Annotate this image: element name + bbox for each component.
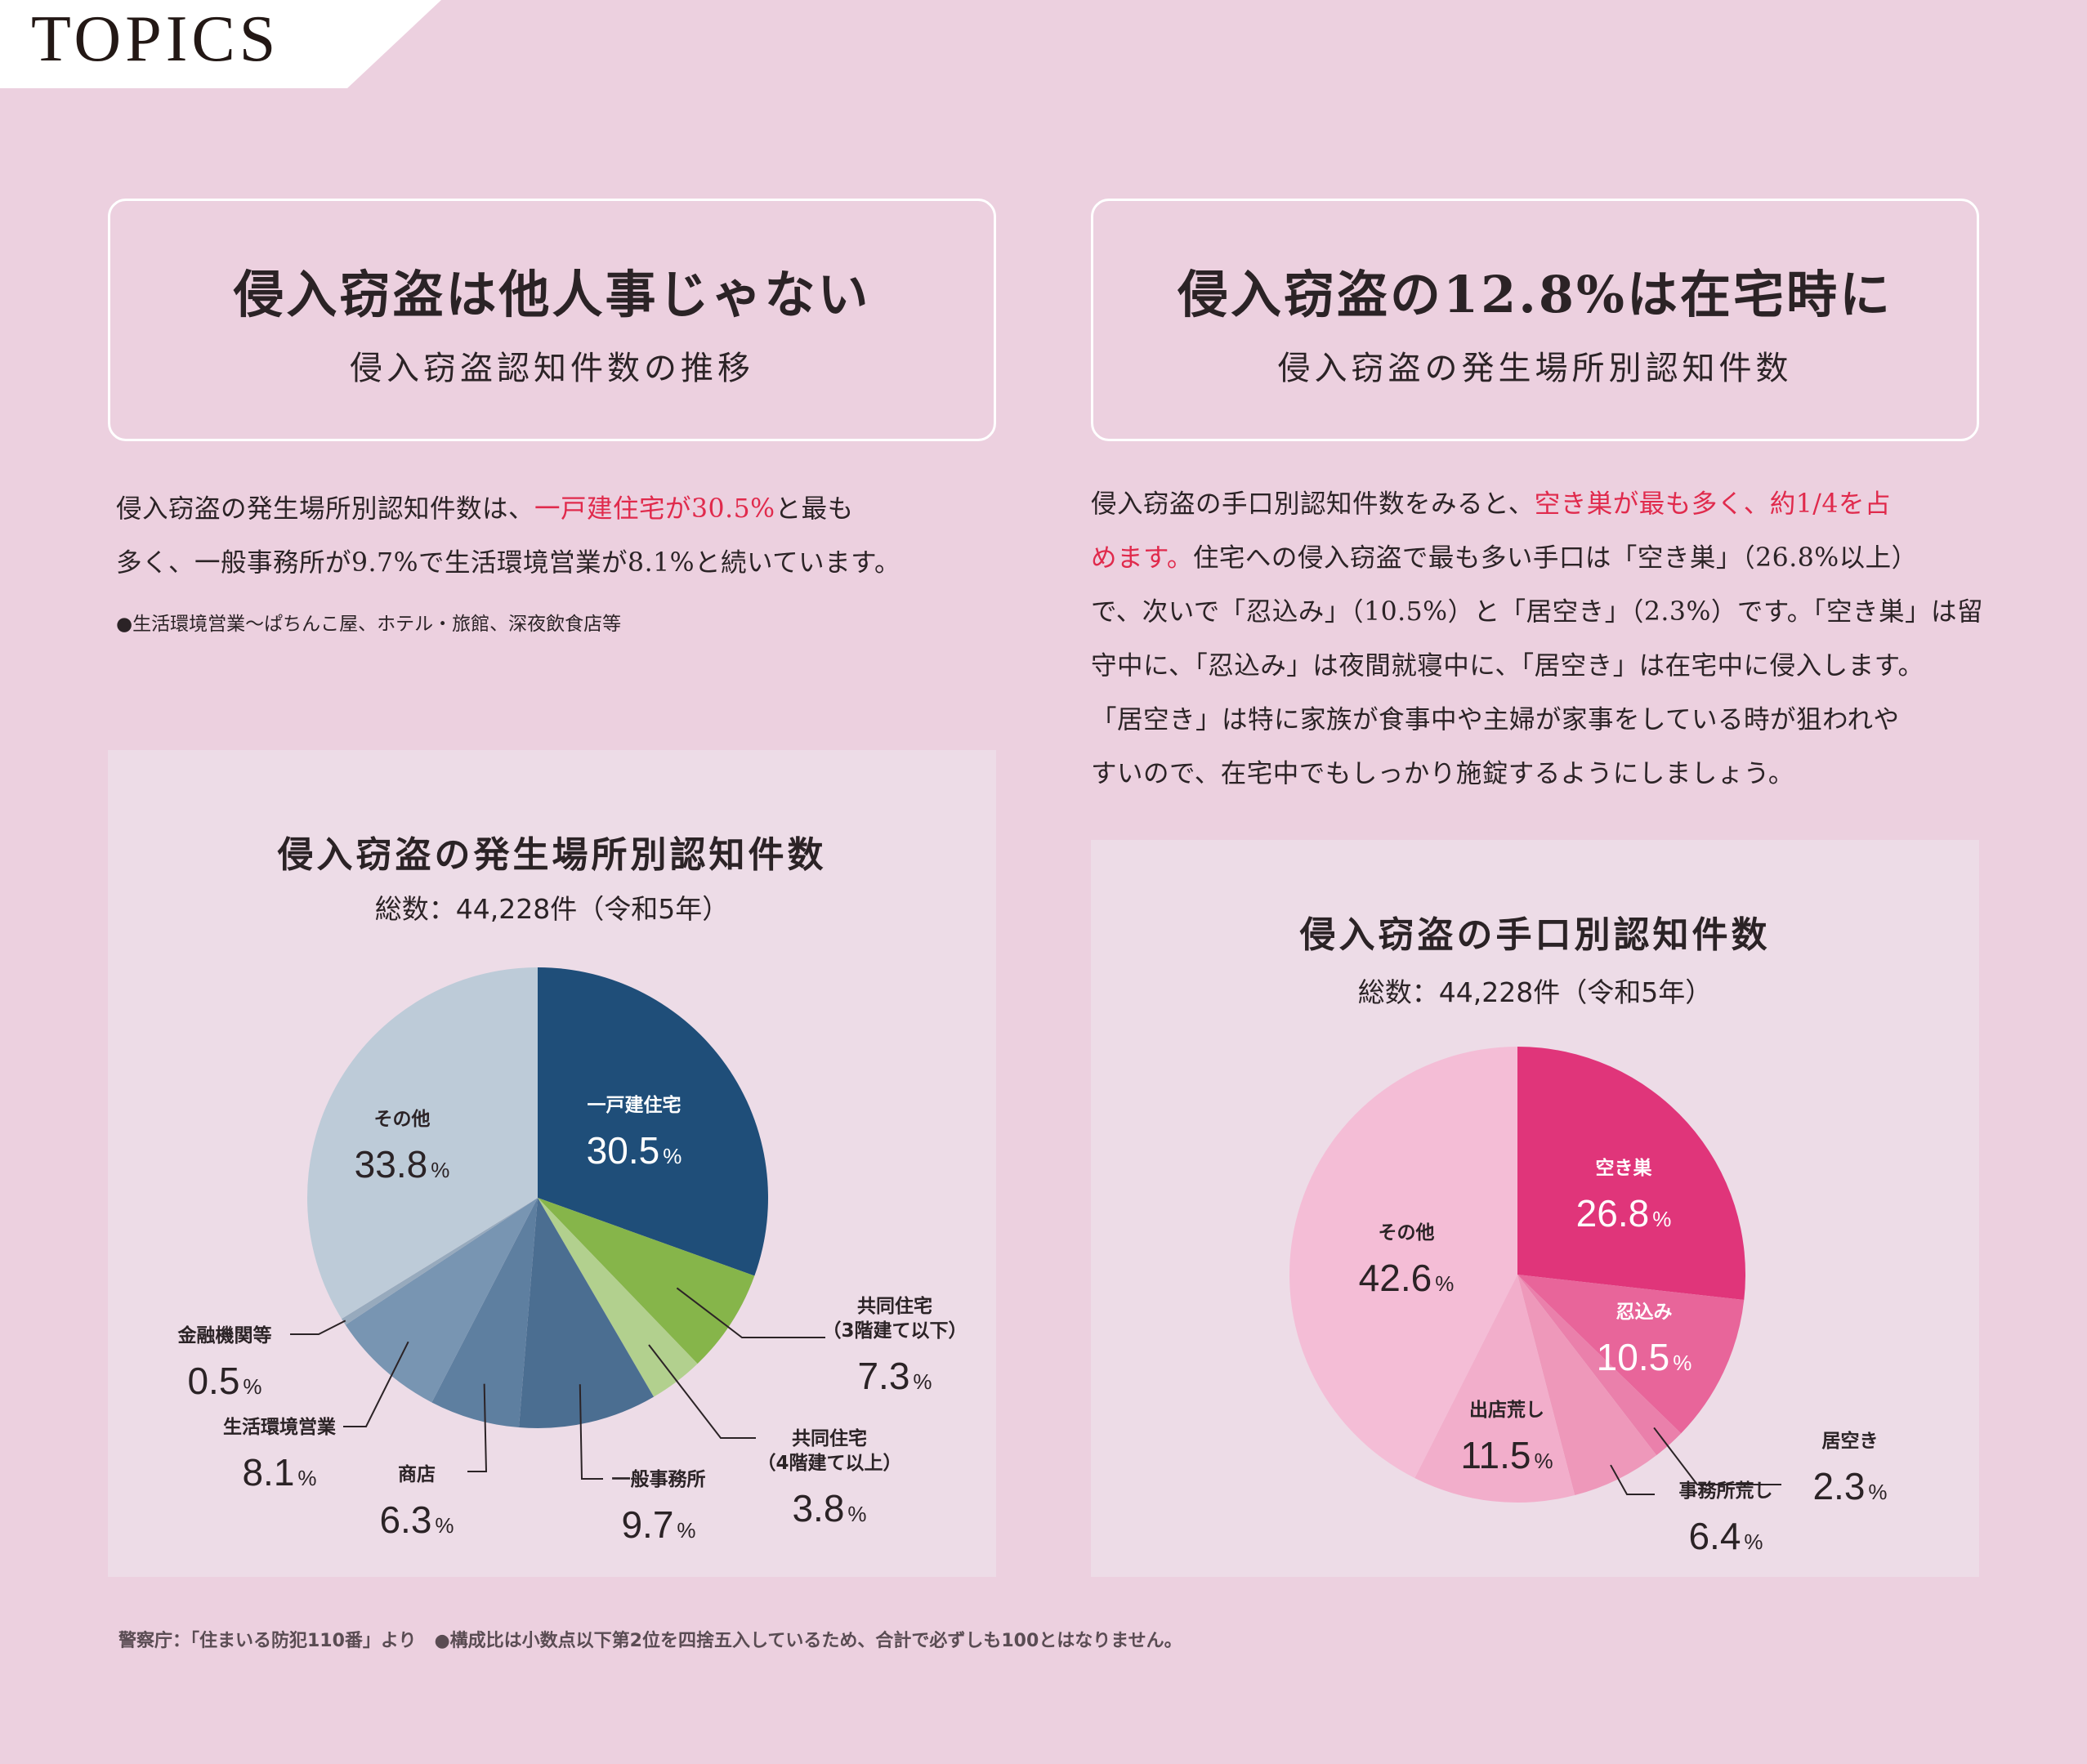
chart2-label-name-4-0: 出店荒し: [1469, 1400, 1544, 1421]
chart2-value-1: 10.5%: [1597, 1336, 1692, 1378]
chart1-slice-0: [538, 967, 768, 1276]
chart1-label-name-3-0: 一般事務所: [612, 1468, 706, 1490]
left-note: ●生活環境営業〜ぱちんこ屋、ホテル・旅館、深夜飲食店等: [116, 614, 622, 635]
chart1-label-2: 共同住宅 （4階建て以上） 3.8%: [757, 1427, 901, 1530]
chart2-label-name-3-0: 事務所荒し: [1679, 1480, 1773, 1502]
chart1-label-name-1-1: （3階建て以下）: [822, 1320, 967, 1342]
chart1-label-0: 一戸建住宅 30.5%: [587, 1094, 682, 1172]
left-subtitle: 侵入窃盗認知件数の推移: [350, 350, 754, 387]
chart2-slice-1: [1517, 1275, 1745, 1434]
right-title-box: 侵入窃盗の12.8%は在宅時に 侵入窃盗の発生場所別認知件数: [1091, 199, 1979, 441]
chart1-leader-5: [343, 1341, 409, 1427]
chart1-label-name-2-0: 共同住宅: [792, 1427, 867, 1449]
chart2-label-0: 空き巣 26.8%: [1576, 1157, 1672, 1235]
chart1-label-3: 一般事務所 9.7%: [612, 1468, 706, 1546]
right-text-line-5: 「居空き」は特に家族が食事中や主婦が家事をしている時が狙われや: [1091, 705, 1900, 735]
chart1-leader-3: [579, 1384, 603, 1480]
chart1-leader-6: [290, 1320, 346, 1335]
topics-heading: TOPICS: [31, 3, 280, 75]
chart1-slice-4: [431, 1198, 538, 1428]
chart1-value-2: 3.8%: [792, 1487, 866, 1530]
chart2-leader-3: [1610, 1464, 1655, 1495]
chart2-slice-3: [1517, 1275, 1657, 1496]
chart1-label-name-2-1: （4階建て以上）: [757, 1452, 901, 1474]
right-chart-title: 侵入窃盗の手口別認知件数: [1299, 914, 1771, 956]
chart1-label-1: 共同住宅 （3階建て以下） 7.3%: [822, 1295, 967, 1397]
left-body-text: 侵入窃盗の発生場所別認知件数は、一戸建住宅が30.5%と最も 多く、一般事務所が…: [116, 482, 900, 590]
chart1-value-4: 6.3%: [379, 1498, 454, 1541]
left-title: 侵入窃盗は他人事じゃない: [233, 265, 871, 324]
chart1-label-4: 商店 6.3%: [379, 1463, 454, 1541]
chart2-value-2: 2.3%: [1812, 1465, 1887, 1507]
chart2-label-name-0-0: 空き巣: [1596, 1157, 1653, 1179]
chart2-slice-2: [1517, 1275, 1682, 1456]
right-highlight-2: めます。: [1091, 543, 1193, 573]
chart2-value-3: 6.4%: [1688, 1515, 1763, 1557]
chart2-value-0: 26.8%: [1576, 1192, 1672, 1235]
chart2-label-4: 出店荒し 11.5%: [1460, 1400, 1553, 1476]
chart2-label-name-5-0: その他: [1379, 1222, 1435, 1244]
right-subtitle: 侵入窃盗の発生場所別認知件数: [1277, 350, 1793, 387]
chart2-slice-5: [1289, 1047, 1517, 1479]
chart1-label-6: 金融機関等 0.5%: [177, 1324, 272, 1402]
chart1-slice-3: [518, 1198, 655, 1428]
right-title: 侵入窃盗の12.8%は在宅時に: [1178, 265, 1893, 324]
right-text-line-3: で、次いで「忍込み」（10.5%）と「居空き」（2.3%）です。「空き巣」は留: [1091, 597, 1983, 627]
right-highlight-1: 空き巣が最も多く、約1/4を占: [1534, 489, 1891, 519]
chart2-label-name-2-0: 居空き: [1822, 1430, 1879, 1452]
left-title-box: 侵入窃盗は他人事じゃない 侵入窃盗認知件数の推移: [108, 199, 996, 441]
chart2-slice-0: [1517, 1047, 1745, 1301]
chart1-label-7: その他 33.8%: [355, 1109, 450, 1186]
chart2-label-1: 忍込み 10.5%: [1597, 1302, 1692, 1378]
chart2-value-5: 42.6%: [1359, 1257, 1455, 1299]
chart1-label-name-7-0: その他: [374, 1109, 431, 1130]
right-text-line-4: 守中に、「忍込み」は夜間就寝中に、「居空き」は在宅中に侵入します。: [1091, 651, 1924, 681]
right-text-line-6: すいので、在宅中でもしっかり施錠するようにしましょう。: [1091, 759, 1794, 788]
right-text-line-1: 侵入窃盗の手口別認知件数をみると、空き巣が最も多く、約1/4を占: [1091, 489, 1891, 519]
chart1-label-5: 生活環境営業 8.1%: [223, 1416, 337, 1494]
chart2-label-name-1-0: 忍込み: [1616, 1302, 1673, 1323]
left-text-line-1: 侵入窃盗の発生場所別認知件数は、一戸建住宅が30.5%と最も: [116, 494, 854, 524]
right-text-line-2: めます。住宅への侵入窃盗で最も多い手口は「空き巣」（26.8%以上）: [1091, 543, 1918, 573]
chart1-label-name-4-0: 商店: [398, 1463, 436, 1485]
chart1-value-6: 0.5%: [187, 1360, 261, 1402]
chart1-label-name-1-0: 共同住宅: [857, 1295, 932, 1317]
left-highlight: 一戸建住宅が30.5%: [534, 494, 775, 524]
chart2-label-2: 居空き 2.3%: [1812, 1430, 1887, 1507]
chart1-leader-4: [467, 1383, 488, 1472]
chart1-label-name-6-0: 金融機関等: [177, 1324, 272, 1346]
chart2-slice-4: [1414, 1275, 1575, 1503]
chart1-value-0: 30.5%: [587, 1129, 682, 1172]
chart1-value-7: 33.8%: [355, 1143, 450, 1186]
chart1-slice-5: [345, 1198, 538, 1403]
left-chart-title: 侵入窃盗の発生場所別認知件数: [277, 834, 827, 876]
chart1-label-name-0-0: 一戸建住宅: [588, 1094, 682, 1116]
chart1-slice-7: [307, 967, 538, 1320]
footer-source: 警察庁：「住まいる防犯110番」より ●構成比は小数点以下第2位を四捨五入してい…: [118, 1631, 1182, 1651]
chart1-value-1: 7.3%: [857, 1355, 932, 1397]
chart2-label-5: その他 42.6%: [1359, 1222, 1455, 1299]
chart1-leader-2: [648, 1344, 756, 1439]
left-chart-subtitle: 総数：44,228件（令和5年）: [374, 893, 730, 925]
chart1-slice-2: [538, 1198, 698, 1397]
chart1-value-3: 9.7%: [621, 1503, 695, 1546]
left-text-line-2: 多く、一般事務所が9.7%で生活環境営業が8.1%と続いています。: [116, 548, 900, 578]
chart1-label-name-5-0: 生活環境営業: [223, 1416, 337, 1438]
chart1-leader-1: [676, 1287, 825, 1338]
chart1-slice-1: [538, 1198, 755, 1364]
chart2-leader-2: [1653, 1427, 1781, 1485]
right-body-text: 侵入窃盗の手口別認知件数をみると、空き巣が最も多く、約1/4を占 めます。住宅へ…: [1091, 477, 1983, 801]
right-chart-subtitle: 総数：44,228件（令和5年）: [1357, 976, 1713, 1008]
chart1-slice-6: [342, 1198, 538, 1325]
chart2-value-4: 11.5%: [1460, 1434, 1553, 1476]
chart1-value-5: 8.1%: [242, 1451, 316, 1494]
chart2-label-3: 事務所荒し 6.4%: [1679, 1480, 1773, 1557]
